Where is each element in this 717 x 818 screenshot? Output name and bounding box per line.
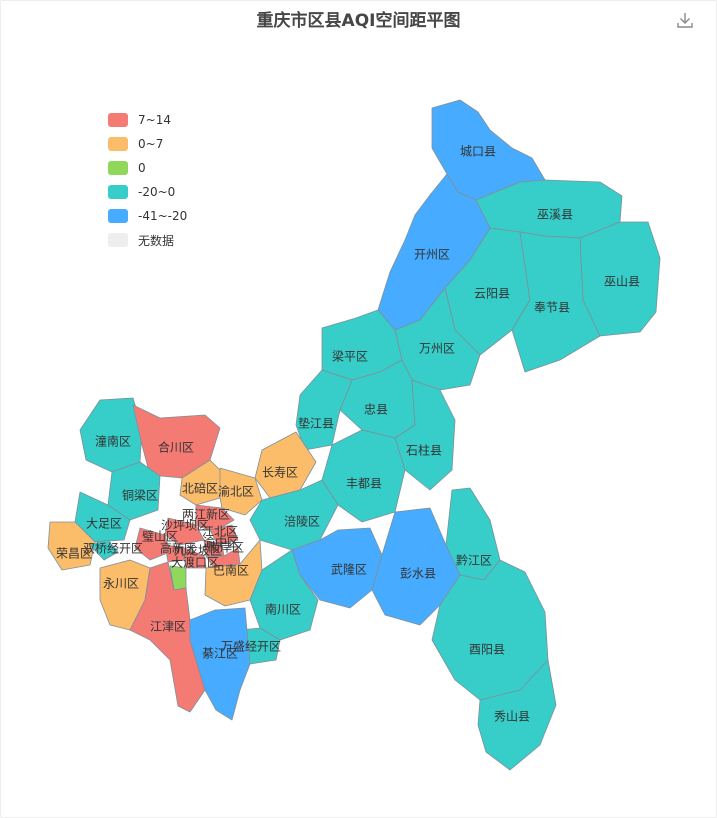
legend-item-0-7[interactable]: 0~7 (108, 132, 187, 156)
legend-item-0[interactable]: 0 (108, 156, 187, 180)
region-label: 綦江区 (202, 647, 238, 661)
region-荣昌区[interactable] (47, 521, 96, 571)
region-label: 南岸区 (208, 540, 244, 555)
region-label: 九龙坡区 (174, 544, 222, 558)
region-label: 合川区 (158, 440, 194, 455)
region-酉阳县[interactable] (431, 559, 549, 701)
region-label: 永川区 (103, 577, 139, 591)
chart-title: 重庆市区县AQI空间距平图 (256, 11, 461, 31)
region-label: 云阳县 (474, 287, 510, 301)
region-label: 忠县 (364, 403, 388, 417)
region-label: 南川区 (265, 602, 301, 617)
region-label: 北碚区 (182, 481, 218, 496)
region-綦江区[interactable] (189, 607, 251, 721)
region-label: 垫江县 (298, 416, 334, 431)
legend-swatch (108, 113, 128, 127)
region-label: 黔江区 (456, 553, 492, 568)
region-label: 彭水县 (400, 567, 436, 581)
region-两江新区[interactable] (195, 504, 235, 533)
legend-item-minus41-minus20[interactable]: -41~-20 (108, 204, 187, 228)
region-label: 沙坪坝区 (161, 519, 209, 533)
region-label: 潼南区 (95, 434, 131, 449)
region-秀山县[interactable] (477, 659, 557, 771)
download-icon (677, 13, 693, 28)
legend-swatch (108, 233, 128, 247)
region-label: 城口县 (460, 145, 496, 159)
download-button[interactable] (675, 10, 695, 30)
region-label: 武隆区 (331, 562, 367, 577)
region-label: 大足区 (86, 517, 122, 531)
region-label: 铜梁区 (122, 488, 158, 503)
region-label: 荣昌区 (56, 547, 92, 561)
legend-item-no-data[interactable]: 无数据 (108, 228, 187, 252)
region-label: 开州区 (414, 248, 450, 262)
legend-item-minus20-0[interactable]: -20~0 (108, 180, 187, 204)
region-label: 江津区 (150, 620, 186, 634)
region-label: 双桥经开区 (83, 542, 143, 556)
region-江北区[interactable] (209, 524, 239, 546)
region-南岸区[interactable] (205, 547, 241, 569)
region-label: 渝北区 (218, 484, 254, 499)
region-沙坪坝区[interactable] (164, 517, 205, 546)
region-label: 高新区 (160, 541, 196, 556)
legend-label: 0 (138, 161, 146, 175)
region-label: 长寿区 (262, 466, 298, 480)
region-label: 涪陵区 (284, 514, 320, 529)
legend-swatch (108, 185, 128, 199)
region-石柱县[interactable] (394, 379, 456, 491)
region-渝北区[interactable] (219, 467, 263, 516)
region-label: 梁平区 (332, 349, 368, 364)
region-双桥经开区[interactable] (89, 539, 119, 561)
legend-label: 7~14 (138, 113, 171, 127)
region-label: 巫山县 (604, 275, 640, 289)
region-label: 秀山县 (494, 710, 530, 724)
legend-swatch (108, 137, 128, 151)
legend-swatch (108, 161, 128, 175)
region-label: 璧山区 (142, 529, 178, 544)
legend-label: 无数据 (138, 233, 175, 248)
region-label: 巫溪县 (537, 208, 573, 222)
region-label: 渝中区 (203, 535, 239, 550)
region-label: 奉节县 (534, 301, 570, 315)
region-label: 巴南区 (213, 563, 249, 578)
region-label: 丰都县 (346, 477, 382, 491)
legend-label: -20~0 (138, 185, 176, 199)
region-label: 江北区 (202, 525, 238, 539)
region-璧山区[interactable] (134, 527, 171, 561)
region-label: 万盛经开区 (221, 639, 281, 654)
legend-item-7-14[interactable]: 7~14 (108, 108, 187, 132)
region-label: 酉阳县 (469, 643, 505, 657)
legend: 7~14 0~7 0 -20~0 -41~-20 无数据 (108, 108, 187, 252)
region-label: 万州区 (419, 342, 455, 356)
legend-label: -41~-20 (138, 209, 188, 223)
legend-swatch (108, 209, 128, 223)
region-垫江县[interactable] (295, 369, 353, 451)
region-label: 石柱县 (406, 443, 442, 458)
legend-label: 0~7 (138, 137, 164, 151)
region-label: 大渡口区 (171, 555, 219, 570)
region-奉节县[interactable] (511, 231, 601, 373)
region-label: 两江新区 (182, 507, 230, 522)
